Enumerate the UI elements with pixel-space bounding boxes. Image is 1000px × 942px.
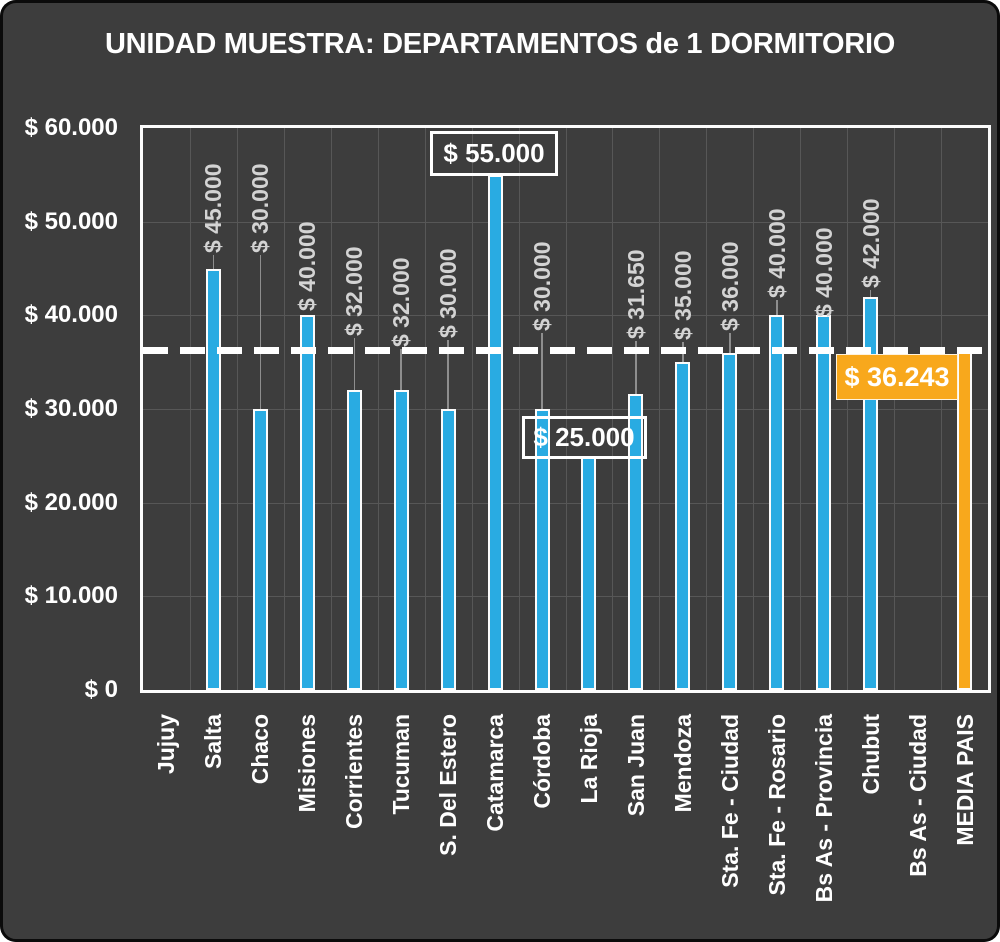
x-axis-label-c-rdoba: Córdoba xyxy=(529,714,556,809)
y-axis-tick-label: $ 40.000 xyxy=(24,301,118,329)
bar-value-label-mendoza: $ 35.000 xyxy=(669,250,696,340)
bar-value-label-chaco: $ 30.000 xyxy=(247,163,274,253)
bar-value-label-bs-as-provincia: $ 40.000 xyxy=(810,227,837,317)
x-axis-label-san-juan: San Juan xyxy=(622,714,649,817)
bar-value-label-salta: $ 45.000 xyxy=(200,163,227,253)
x-axis-label-tucuman: Tucuman xyxy=(388,714,415,815)
y-axis-tick-label: $ 10.000 xyxy=(24,582,118,610)
y-axis-tick-label: $ 50.000 xyxy=(24,207,118,235)
gridline-vertical xyxy=(471,128,473,690)
gridline-vertical xyxy=(189,128,191,690)
x-axis-label-bs-as-provincia: Bs As - Provincia xyxy=(810,714,837,903)
x-axis-label-catamarca: Catamarca xyxy=(482,714,509,832)
bar-value-label-san-juan: $ 31.650 xyxy=(622,249,649,339)
x-axis-label-chubut: Chubut xyxy=(857,714,884,795)
label-leader-line xyxy=(541,333,543,409)
y-axis-tick-label: $ 20.000 xyxy=(24,488,118,516)
bar-value-label-corrientes: $ 32.000 xyxy=(341,246,368,336)
bar-la-rioja xyxy=(581,455,597,690)
bar-sta-fe-ciudad xyxy=(722,352,738,690)
gridline-vertical xyxy=(753,128,755,690)
bar-value-label-sta-fe-ciudad: $ 36.000 xyxy=(716,241,743,331)
bar-catamarca xyxy=(487,174,503,690)
gridline-vertical xyxy=(706,128,708,690)
x-axis-label-s-del-estero: S. Del Estero xyxy=(435,714,462,856)
gridline-vertical xyxy=(612,128,614,690)
plot-area: $ 45.000 $ 30.000 $ 40.000 $ 32.000 $ 32.000… xyxy=(140,125,991,693)
x-axis-label-mendoza: Mendoza xyxy=(669,714,696,813)
bar-chaco xyxy=(252,409,268,690)
bar-value-label-chubut: $ 42.000 xyxy=(857,198,884,288)
x-axis-label-la-rioja: La Rioja xyxy=(575,714,602,804)
gridline-vertical xyxy=(377,128,379,690)
label-leader-line xyxy=(869,290,872,297)
frame-edge-highlight xyxy=(0,92,3,604)
x-axis-label-corrientes: Corrientes xyxy=(341,714,368,830)
x-axis-label-chaco: Chaco xyxy=(247,714,274,785)
x-axis-label-salta: Salta xyxy=(200,714,227,769)
gridline-vertical xyxy=(518,128,520,690)
x-axis-label-sta-fe-rosario: Sta. Fe - Rosario xyxy=(763,714,790,896)
y-axis-tick-label: $ 30.000 xyxy=(24,395,118,422)
label-leader-line xyxy=(259,255,262,409)
value-label-box-catamarca: $ 55.000 xyxy=(430,130,558,176)
bar-misiones xyxy=(299,315,315,690)
gridline-vertical xyxy=(330,128,332,690)
y-axis-tick-label: $ 60.000 xyxy=(24,114,118,141)
bar-san-juan xyxy=(628,393,644,690)
value-label-box-la-rioja: $ 25.000 xyxy=(521,415,647,459)
bar-mendoza xyxy=(675,362,691,690)
label-leader-line xyxy=(400,349,402,391)
bar-value-label-tucuman: $ 32.000 xyxy=(388,257,415,347)
bar-tucuman xyxy=(393,390,409,690)
bar-value-label-misiones: $ 40.000 xyxy=(294,221,321,311)
x-axis-label-bs-as-ciudad: Bs As - Ciudad xyxy=(904,714,931,877)
label-leader-line xyxy=(776,300,778,316)
average-dashed-line xyxy=(143,347,988,355)
label-leader-line xyxy=(212,255,215,269)
gridline-vertical xyxy=(565,128,567,690)
x-axis-label-sta-fe-ciudad: Sta. Fe - Ciudad xyxy=(716,714,743,888)
label-leader-line xyxy=(635,341,637,394)
bar-salta xyxy=(205,268,221,690)
gridline-vertical xyxy=(894,128,896,690)
x-axis-label-media-pais: MEDIA PAIS xyxy=(951,714,978,846)
label-leader-line xyxy=(729,333,731,353)
bar-c-rdoba xyxy=(534,409,550,690)
gridline-vertical xyxy=(283,128,285,690)
bar-value-label-c-rdoba: $ 30.000 xyxy=(529,241,556,331)
gridline-vertical xyxy=(236,128,238,690)
bar-sta-fe-rosario xyxy=(769,315,785,690)
bar-corrientes xyxy=(346,390,362,690)
value-label-box-media-pais: $ 36.243 xyxy=(836,354,958,400)
chart-title: UNIDAD MUESTRA: DEPARTAMENTOS de 1 DORMI… xyxy=(105,28,895,60)
label-leader-line xyxy=(353,338,355,391)
gridline-vertical xyxy=(424,128,426,690)
bar-value-label-sta-fe-rosario: $ 40.000 xyxy=(763,208,790,298)
bar-bs-as-provincia xyxy=(816,315,832,690)
bar-media-pais xyxy=(957,350,973,690)
y-axis-tick-label: $ 0 xyxy=(84,676,118,703)
gridline-vertical xyxy=(800,128,802,690)
gridline-vertical xyxy=(659,128,661,690)
bar-s-del-estero xyxy=(440,409,456,690)
x-axis-label-jujuy: Jujuy xyxy=(153,714,180,775)
bar-value-label-s-del-estero: $ 30.000 xyxy=(435,248,462,338)
gridline-vertical xyxy=(847,128,849,690)
gridline-vertical xyxy=(941,128,943,690)
label-leader-line xyxy=(447,340,449,409)
x-axis-label-misiones: Misiones xyxy=(294,714,321,813)
